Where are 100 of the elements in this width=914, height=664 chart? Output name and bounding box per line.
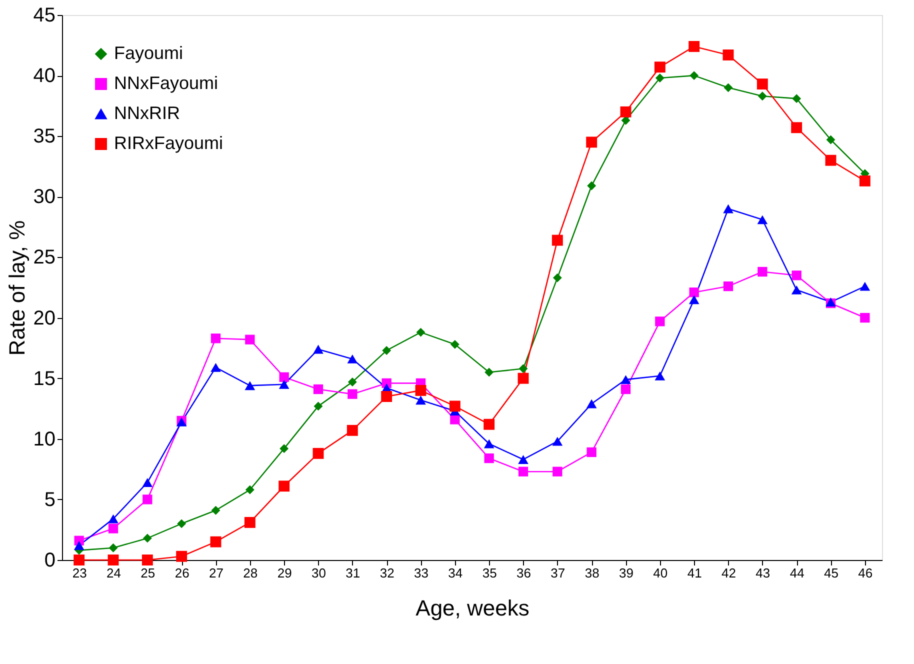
y-tick-label: 40 bbox=[33, 65, 56, 88]
x-tick-label: 36 bbox=[516, 566, 531, 580]
point bbox=[210, 362, 221, 372]
x-axis-title: Age, weeks bbox=[416, 596, 530, 620]
point bbox=[280, 444, 289, 454]
point bbox=[142, 554, 153, 566]
y-tick-label: 25 bbox=[33, 246, 56, 269]
point bbox=[552, 466, 562, 476]
legend-label: Fayoumi bbox=[114, 43, 184, 63]
y-tick-label: 15 bbox=[33, 368, 56, 390]
y-axis-title: Rate of lay, % bbox=[4, 220, 30, 356]
point bbox=[278, 380, 290, 389]
x-tick-label: 28 bbox=[243, 566, 258, 580]
legend-label: NNxRIR bbox=[114, 103, 180, 123]
x-tick-label: 30 bbox=[312, 566, 326, 580]
point bbox=[757, 215, 768, 224]
point bbox=[518, 466, 528, 476]
point bbox=[791, 285, 802, 294]
point bbox=[245, 334, 255, 344]
point bbox=[382, 346, 392, 355]
point bbox=[108, 554, 119, 566]
point bbox=[655, 316, 665, 326]
point bbox=[724, 83, 733, 92]
point bbox=[279, 372, 289, 382]
point bbox=[859, 175, 870, 186]
point bbox=[518, 455, 528, 464]
y-tick-label: 10 bbox=[33, 428, 56, 450]
x-tick-label: 43 bbox=[756, 566, 770, 580]
x-tick-label: 25 bbox=[140, 566, 156, 580]
x-tick-label: 33 bbox=[414, 566, 428, 580]
point bbox=[690, 71, 699, 80]
x-tick-label: 23 bbox=[72, 566, 87, 580]
point bbox=[176, 550, 188, 562]
point bbox=[142, 494, 152, 504]
x-tick-label: 41 bbox=[687, 566, 702, 580]
point bbox=[722, 49, 734, 60]
point bbox=[688, 41, 700, 52]
point bbox=[313, 344, 324, 354]
point bbox=[758, 266, 768, 277]
point bbox=[620, 384, 631, 394]
point bbox=[756, 78, 768, 90]
point bbox=[108, 543, 118, 552]
point bbox=[791, 122, 802, 134]
point bbox=[244, 381, 256, 390]
point bbox=[792, 94, 802, 104]
point bbox=[552, 273, 562, 282]
point bbox=[416, 396, 426, 405]
legend-label: NNxFayoumi bbox=[114, 73, 218, 93]
point bbox=[210, 334, 221, 344]
point bbox=[381, 391, 392, 402]
point bbox=[620, 375, 631, 384]
point bbox=[518, 364, 528, 374]
point bbox=[758, 92, 767, 101]
x-tick-label: 35 bbox=[482, 566, 497, 580]
x-tick-label: 34 bbox=[448, 566, 463, 580]
point bbox=[484, 453, 494, 464]
point bbox=[347, 354, 358, 364]
y-tick-label: 45 bbox=[33, 4, 56, 26]
point bbox=[415, 384, 426, 396]
y-tick-label: 5 bbox=[44, 488, 56, 511]
x-tick-label: 40 bbox=[653, 566, 668, 580]
point bbox=[346, 424, 358, 436]
x-tick-label: 37 bbox=[550, 566, 566, 580]
x-tick-label: 44 bbox=[790, 566, 804, 580]
point bbox=[518, 372, 529, 384]
x-tick-label: 24 bbox=[106, 566, 121, 580]
point bbox=[108, 514, 118, 524]
x-tick-label: 38 bbox=[584, 566, 600, 580]
point bbox=[484, 439, 494, 448]
x-tick-label: 39 bbox=[619, 566, 634, 580]
point bbox=[177, 519, 186, 528]
point bbox=[688, 295, 700, 304]
point bbox=[314, 402, 323, 411]
point bbox=[654, 371, 666, 380]
x-tick-label: 31 bbox=[346, 566, 360, 580]
point bbox=[552, 436, 563, 446]
point bbox=[312, 448, 324, 459]
point bbox=[587, 181, 596, 190]
point bbox=[860, 312, 870, 323]
point bbox=[826, 135, 836, 144]
point bbox=[825, 154, 836, 166]
x-tick-label: 46 bbox=[858, 566, 873, 580]
x-tick-label: 32 bbox=[380, 566, 394, 580]
y-tick-label: 35 bbox=[33, 126, 56, 148]
point bbox=[860, 282, 870, 291]
point bbox=[142, 478, 153, 487]
x-tick-label: 29 bbox=[277, 566, 292, 580]
y-tick-label: 20 bbox=[33, 307, 56, 330]
point bbox=[792, 270, 802, 280]
point bbox=[484, 418, 495, 430]
point bbox=[552, 234, 563, 246]
point bbox=[586, 447, 596, 458]
x-tick-label: 42 bbox=[722, 566, 736, 580]
point bbox=[450, 414, 460, 424]
point bbox=[244, 516, 256, 528]
point bbox=[655, 74, 664, 82]
point bbox=[654, 62, 666, 73]
point bbox=[74, 554, 85, 566]
x-tick-label: 45 bbox=[824, 566, 838, 580]
x-tick-label: 26 bbox=[174, 566, 190, 580]
